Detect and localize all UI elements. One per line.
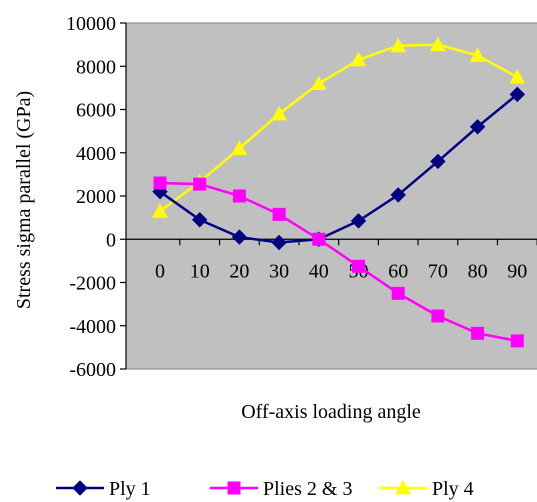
y-tick-label: 0 — [106, 229, 116, 251]
y-tick-label: 2000 — [76, 186, 116, 208]
data-point-marker — [310, 75, 327, 91]
legend-item: Ply 1 — [56, 478, 151, 500]
x-tick-label: 40 — [309, 260, 329, 282]
legend-marker — [227, 481, 241, 495]
legend-label: Ply 1 — [109, 478, 151, 500]
data-point-marker — [232, 189, 246, 203]
data-point-marker — [469, 47, 486, 62]
x-axis-title: Off-axis loading angle — [241, 401, 421, 423]
plot-area — [125, 22, 537, 370]
data-point-marker — [272, 207, 286, 221]
data-point-marker — [350, 51, 367, 67]
data-point-marker — [312, 232, 326, 246]
data-point-marker — [191, 212, 208, 228]
x-tick-label: 70 — [428, 260, 448, 282]
data-point-marker — [271, 234, 287, 251]
data-point-marker — [469, 119, 486, 135]
data-point-marker — [390, 37, 407, 53]
x-tick-label: 10 — [190, 260, 210, 282]
data-point-marker — [509, 86, 526, 103]
data-point-marker — [231, 140, 248, 155]
data-point-marker — [350, 213, 367, 229]
data-point-marker — [510, 334, 524, 348]
y-tick-label: -2000 — [69, 273, 116, 295]
data-point-marker — [352, 259, 365, 273]
data-point-marker — [231, 229, 248, 245]
series-line — [159, 93, 519, 244]
legend-item: Ply 4 — [379, 478, 474, 500]
legend: Ply 1 Plies 2 & 3 Ply 4 — [56, 478, 474, 500]
x-tick-label: 90 — [507, 260, 527, 282]
x-tick-label: 0 — [155, 260, 165, 282]
data-point-marker — [193, 177, 207, 191]
y-tick-label: 10000 — [66, 13, 116, 35]
series-layer — [152, 36, 526, 348]
series-2 — [153, 176, 524, 348]
data-point-marker — [430, 153, 446, 170]
legend-label: Ply 4 — [432, 478, 474, 500]
data-point-marker — [430, 36, 446, 52]
legend-marker — [72, 480, 88, 496]
x-tick-label: 30 — [269, 260, 289, 282]
y-tick-label: -4000 — [69, 316, 116, 338]
y-axis-title: Stress sigma parallel (GPa) — [13, 91, 35, 309]
series-line — [159, 43, 518, 213]
y-axis-ticks: 10000 8000 6000 4000 2000 0 -2000 -4000 -6000 — [66, 13, 126, 381]
data-point-marker — [152, 203, 168, 218]
data-point-marker — [153, 176, 167, 190]
legend-label: Plies 2 & 3 — [263, 478, 352, 500]
x-tick-label: 60 — [388, 260, 408, 282]
data-point-marker — [471, 326, 485, 340]
series-3 — [152, 36, 526, 218]
y-tick-label: 6000 — [76, 100, 116, 122]
x-tick-label: 20 — [229, 260, 249, 282]
y-tick-label: 8000 — [76, 56, 116, 78]
data-point-marker — [391, 286, 405, 300]
series-line — [159, 181, 518, 343]
y-tick-label: 4000 — [76, 143, 116, 165]
legend-marker — [395, 479, 411, 495]
x-tick-label: 80 — [468, 260, 488, 282]
legend-item: Plies 2 & 3 — [210, 478, 352, 500]
data-point-marker — [390, 187, 406, 203]
y-tick-label: -6000 — [69, 359, 116, 381]
data-point-marker — [431, 309, 445, 323]
data-point-marker — [509, 69, 526, 84]
data-point-marker — [271, 105, 287, 121]
